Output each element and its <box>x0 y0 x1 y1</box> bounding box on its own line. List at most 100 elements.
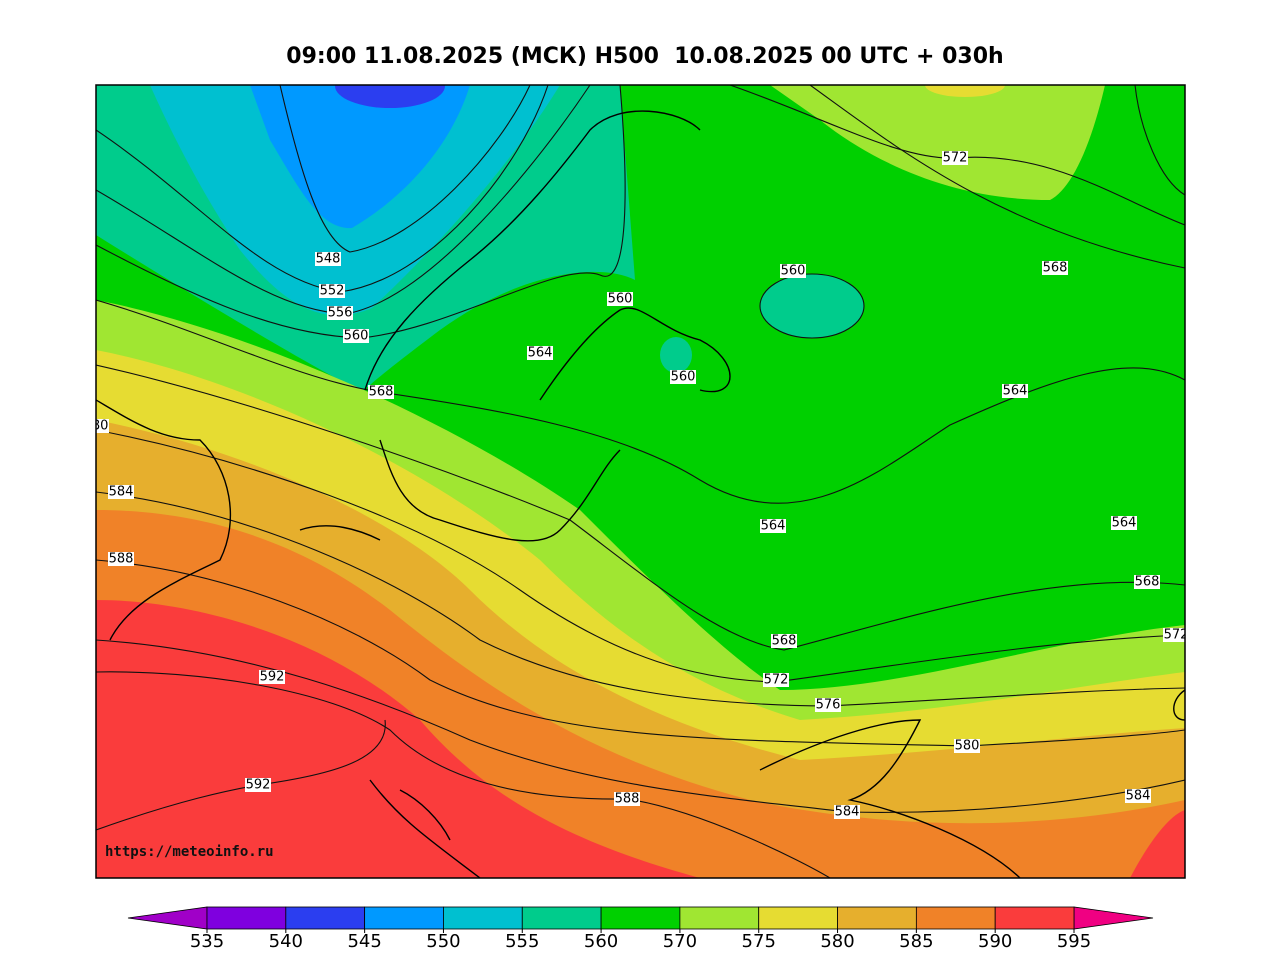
label-box <box>954 739 980 753</box>
coastline <box>539 307 731 401</box>
coastline <box>364 110 701 391</box>
contour <box>96 559 1185 747</box>
map-frame <box>95 84 1186 879</box>
label-box <box>834 805 860 819</box>
contour <box>279 85 531 253</box>
colorbar-label: 595 <box>1057 931 1091 952</box>
contour <box>759 273 865 339</box>
colorbar-label: 535 <box>190 931 224 952</box>
label-box <box>815 698 841 712</box>
contour <box>96 491 1185 707</box>
label-box <box>1002 384 1028 398</box>
contour-label: 568 <box>1043 261 1068 276</box>
contour-label: 580 <box>84 419 109 434</box>
colorbar-label: 575 <box>742 931 776 952</box>
label-box <box>942 151 968 165</box>
contour <box>96 671 831 878</box>
label-box <box>614 792 640 806</box>
contour-label: 588 <box>615 792 640 807</box>
contour-label: 584 <box>835 805 860 820</box>
colorbar-swatch <box>521 906 602 930</box>
field <box>925 85 1005 97</box>
coastline <box>96 399 232 641</box>
label-box <box>368 385 394 399</box>
colorbar-swatch <box>206 906 287 930</box>
title: 09:00 11.08.2025 (МСК) H500 10.08.2025 0… <box>286 44 1003 69</box>
contour <box>1134 85 1185 196</box>
colorbar-label: 580 <box>820 931 854 952</box>
label-box <box>670 370 696 384</box>
contour-label: 572 <box>1164 628 1189 643</box>
map: 548 552 556 560 568 560 564 560 560 572 568 564 564 5… <box>84 85 1189 878</box>
colorbar-label: 545 <box>347 931 381 952</box>
label-box <box>1042 261 1068 275</box>
label-box <box>1125 789 1151 803</box>
label-box <box>96 419 109 433</box>
label-box <box>760 519 786 533</box>
contour-label: 564 <box>1003 384 1028 399</box>
label-box <box>1163 628 1185 642</box>
contour-label: 584 <box>109 485 134 500</box>
label-box <box>319 284 345 298</box>
contour-label: 552 <box>320 284 345 299</box>
label-box <box>343 329 369 343</box>
label-box <box>780 264 806 278</box>
label-box <box>527 346 553 360</box>
contour-label: 572 <box>764 673 789 688</box>
contour-label: 548 <box>316 252 341 267</box>
contour <box>96 364 1185 651</box>
colorbar-label: 550 <box>426 931 460 952</box>
colorbar-label: 560 <box>584 931 618 952</box>
colorbar-swatch <box>364 906 444 930</box>
field <box>335 85 445 108</box>
label-box <box>259 670 285 684</box>
label-box <box>327 306 353 320</box>
contour-label: 560 <box>344 329 369 344</box>
contour <box>96 85 626 339</box>
colorbar-label: 555 <box>505 931 539 952</box>
label-box <box>315 252 341 266</box>
coastline <box>379 439 621 542</box>
field <box>770 85 1105 200</box>
contour-label: 580 <box>955 739 980 754</box>
colorbar-swatch <box>443 906 523 930</box>
contour-label: 568 <box>1135 575 1160 590</box>
field <box>250 85 470 229</box>
colorbar-under <box>127 906 208 930</box>
colorbar-label: 585 <box>899 931 933 952</box>
contour-label: 564 <box>528 346 553 361</box>
label-box <box>245 778 271 792</box>
colorbar-swatch <box>679 906 760 930</box>
contour-label: 560 <box>671 370 696 385</box>
colorbar-swatch <box>837 906 917 930</box>
colorbar-label: 570 <box>663 931 697 952</box>
contour-label: 592 <box>260 670 285 685</box>
label-box <box>1134 575 1160 589</box>
colorbar-swatch <box>994 906 1075 930</box>
contour-label: 564 <box>761 519 786 534</box>
label-box <box>763 673 789 687</box>
colorbar-label: 590 <box>978 931 1012 952</box>
contour-label: 588 <box>109 552 134 567</box>
contour-label: 576 <box>816 698 841 713</box>
contour-label: 572 <box>943 151 968 166</box>
contour-label: 556 <box>328 306 353 321</box>
contour-label: 568 <box>772 634 797 649</box>
colorbar-swatch <box>600 906 681 930</box>
colorbar-swatch <box>758 906 838 930</box>
coastlines <box>96 110 1185 878</box>
contour <box>96 639 1185 813</box>
colorbar: 535 540 545 550 555 560 570 575 580 585 590 595 <box>127 906 1154 952</box>
watermark: https://meteoinfo.ru <box>105 844 274 860</box>
coastline <box>369 779 481 878</box>
contour-label: 568 <box>369 385 394 400</box>
contour <box>96 429 1185 683</box>
contour-label: 584 <box>1126 789 1151 804</box>
label-box <box>108 485 134 499</box>
colorbar-swatch <box>915 906 996 930</box>
colorbar-label: 540 <box>269 931 303 952</box>
label-box <box>1111 516 1137 530</box>
coastline <box>299 525 381 541</box>
contour-label: 564 <box>1112 516 1137 531</box>
